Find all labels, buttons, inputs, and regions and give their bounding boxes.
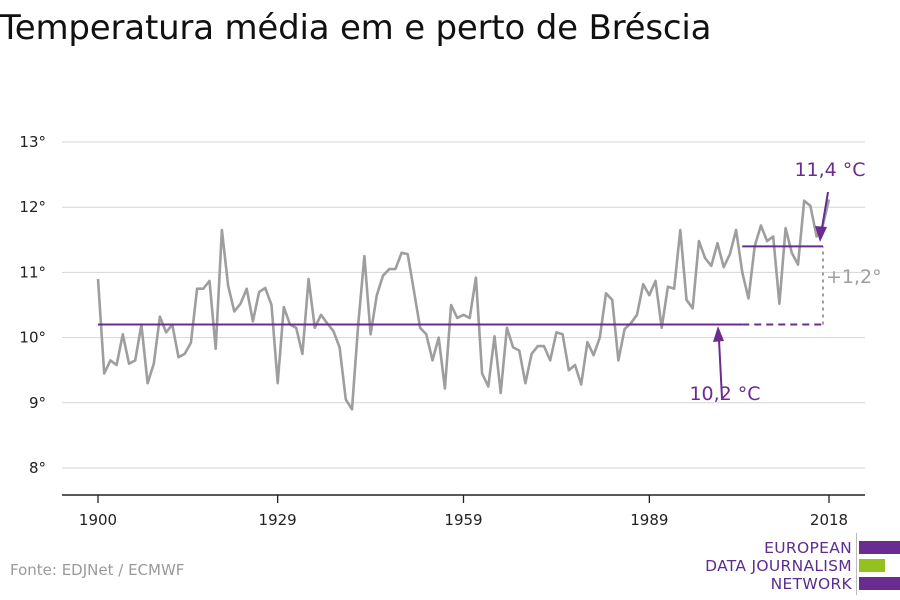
logo-bar-purple-top	[859, 541, 900, 554]
edjnet-logo: EUROPEAN DATA JOURNALISM NETWORK	[705, 533, 900, 595]
chart-title: Temperatura média em e perto de Bréscia	[0, 8, 712, 48]
logo-line-2: DATA JOURNALISM	[705, 557, 852, 575]
annotations: 10,2 °C 11,4 °C +1,2°	[98, 159, 882, 405]
y-axis-ticks: 8° 9° 10° 11° 12° 13°	[19, 133, 46, 477]
logo-line-3: NETWORK	[770, 575, 852, 593]
delta-label: +1,2°	[826, 266, 882, 288]
logo-line-1: EUROPEAN	[764, 539, 852, 557]
recent-arrow-head	[815, 226, 827, 242]
temperature-series-line	[96, 199, 831, 411]
logo-bar-purple-bottom	[859, 577, 900, 590]
baseline-label: 10,2 °C	[689, 383, 760, 405]
y-tick-label: 8°	[29, 459, 46, 477]
x-tick-label: 2018	[810, 511, 848, 529]
y-tick-label: 12°	[19, 198, 46, 216]
recent-arrow-shaft	[821, 191, 829, 229]
x-tick-label: 1989	[630, 511, 668, 529]
x-tick-label: 1959	[444, 511, 482, 529]
series-layer	[96, 199, 831, 411]
x-axis-ticks: 1900 1929 1959 1989 2018	[79, 495, 848, 529]
logo-bar-green	[859, 559, 885, 572]
gridlines	[62, 141, 865, 469]
y-tick-label: 10°	[19, 329, 46, 347]
x-tick-label: 1900	[79, 511, 117, 529]
recent-label: 11,4 °C	[794, 159, 865, 181]
logo-divider	[856, 533, 857, 595]
baseline-arrow-head	[713, 326, 724, 342]
baseline-arrow-shaft	[718, 339, 723, 399]
y-tick-label: 13°	[19, 133, 46, 151]
x-tick-label: 1929	[259, 511, 297, 529]
source-note: Fonte: EDJNet / ECMWF	[10, 561, 185, 579]
y-tick-label: 11°	[19, 263, 46, 281]
y-tick-label: 9°	[29, 394, 46, 412]
